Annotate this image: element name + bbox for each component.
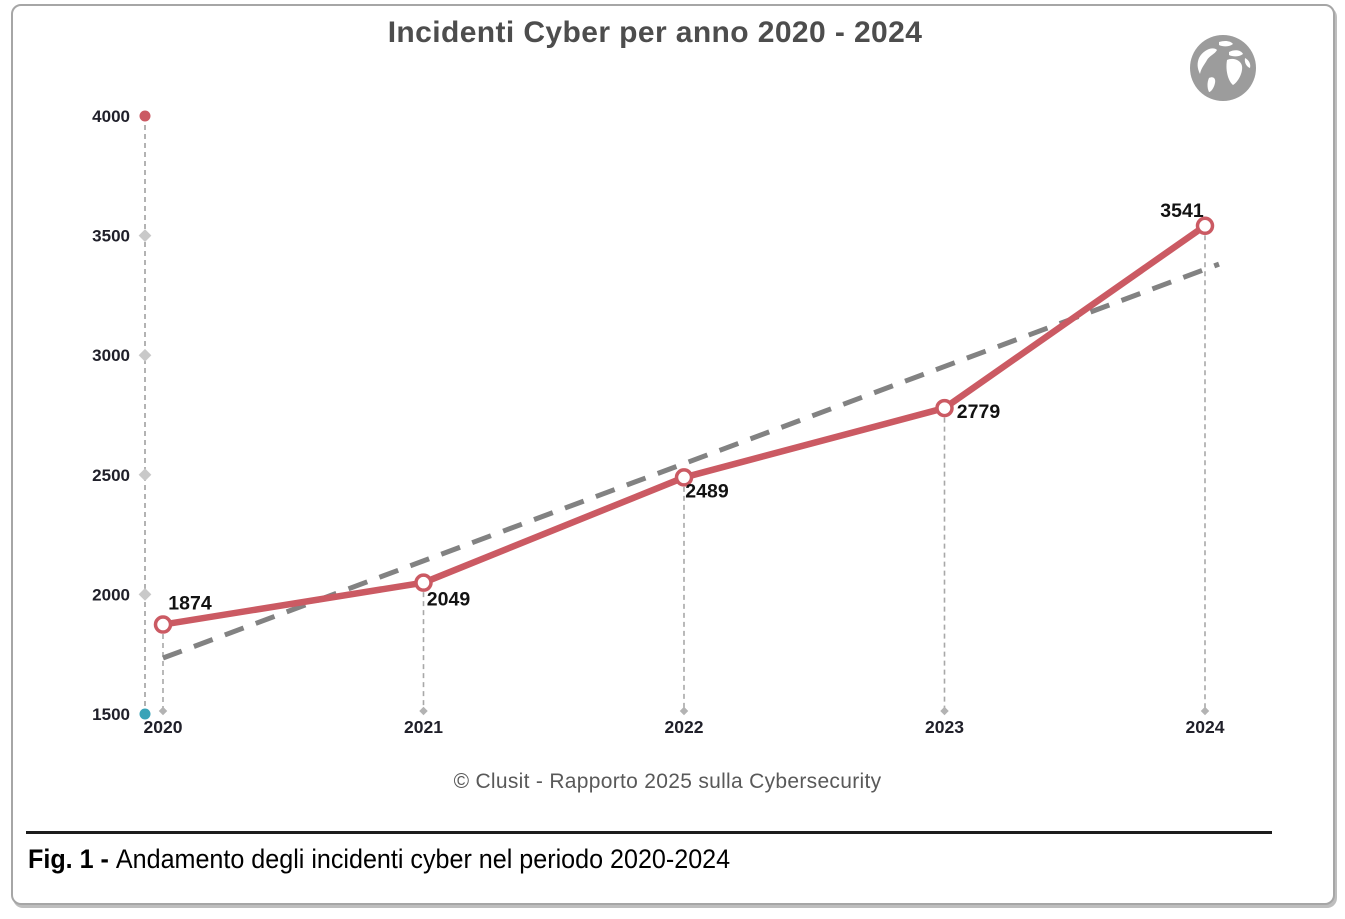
y-axis-bottom-marker — [139, 708, 151, 720]
data-point-marker — [414, 573, 433, 592]
incidents-line-chart: 1500 2000 2500 3000 3500 4000 2020 2021 2022 2023… — [92, 107, 1225, 737]
drop-line-base-marker — [1200, 706, 1210, 716]
figure-caption-text: Andamento degli incidenti cyber nel peri… — [115, 844, 731, 874]
caption-divider — [26, 831, 1272, 834]
drop-line-base-marker — [940, 706, 949, 716]
source-credit: © Clusit - Rapporto 2025 sulla Cybersecu… — [453, 770, 882, 793]
figure-border — [11, 4, 1335, 905]
drop-line-base-marker — [158, 706, 168, 716]
data-point-label: 2489 — [685, 480, 729, 502]
data-point-marker — [674, 468, 694, 487]
data-point-label: 2779 — [957, 401, 1001, 423]
y-tick-marker — [138, 348, 152, 362]
x-tick-label: 2024 — [1186, 717, 1225, 737]
x-tick-label: 2021 — [404, 717, 443, 737]
data-point-marker — [153, 615, 173, 634]
drop-line-base-marker — [679, 706, 689, 716]
figure-caption: Fig. 1 - Andamento degli incidenti cyber… — [28, 844, 730, 875]
x-tick-label: 2023 — [925, 717, 964, 737]
x-tick-label: 2020 — [144, 717, 183, 737]
drop-line-base-marker — [419, 706, 428, 716]
data-point-marker — [935, 398, 954, 418]
y-tick-label: 3500 — [92, 227, 130, 246]
y-tick-label: 1500 — [92, 705, 130, 724]
y-tick-marker — [138, 229, 152, 242]
data-point-label: 3541 — [1160, 200, 1204, 222]
figure-caption-prefix: Fig. 1 - — [28, 844, 116, 874]
y-tick-marker — [138, 588, 152, 601]
data-point-label: 1874 — [168, 593, 212, 615]
y-tick-label: 2500 — [92, 466, 130, 485]
series-line — [162, 223, 1207, 628]
trend-line — [162, 261, 1220, 661]
data-point-label: 2049 — [427, 589, 471, 611]
y-tick-label: 2000 — [92, 585, 130, 604]
x-tick-label: 2022 — [665, 717, 704, 737]
data-point-marker — [1195, 216, 1215, 236]
y-axis-top-marker — [139, 110, 151, 122]
y-tick-marker — [138, 468, 152, 482]
globe-icon — [1190, 35, 1256, 101]
y-tick-label: 3000 — [92, 346, 130, 365]
chart-title: Incidenti Cyber per anno 2020 - 2024 — [387, 16, 923, 49]
y-tick-label: 4000 — [92, 107, 130, 126]
